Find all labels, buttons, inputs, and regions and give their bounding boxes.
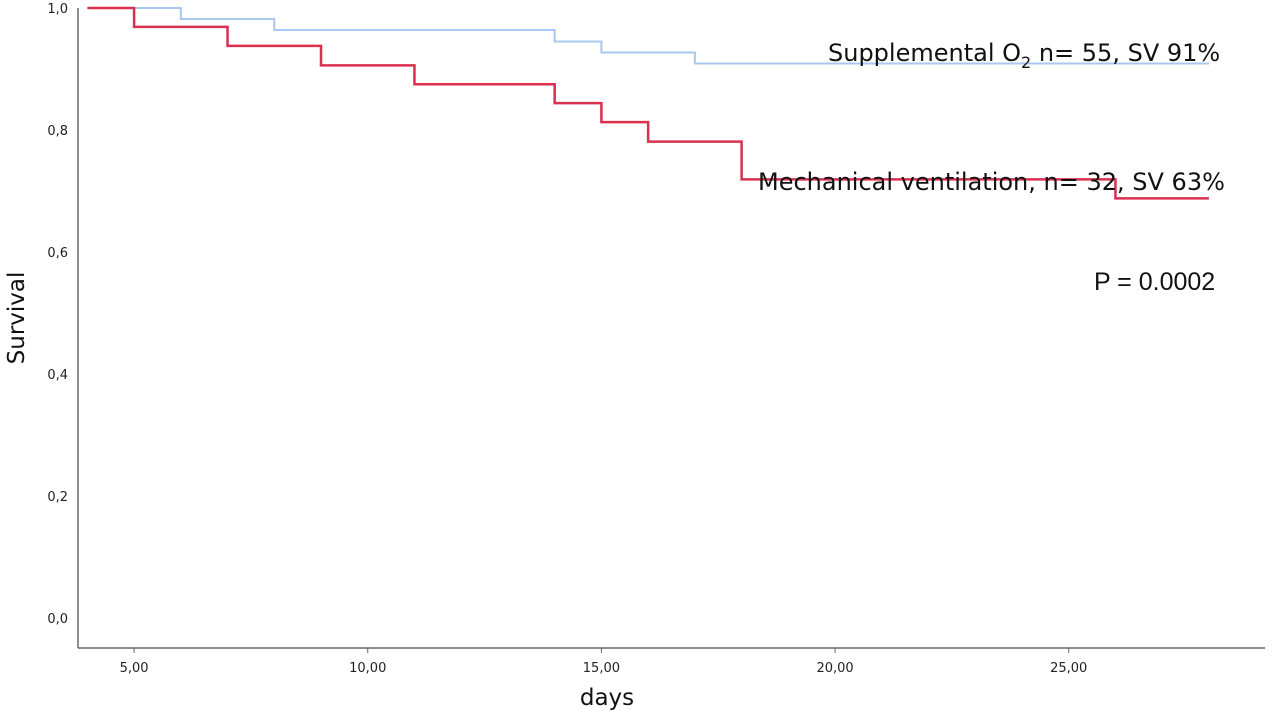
x-tick-label: 20,00 <box>816 661 853 676</box>
y-tick-label: 0,0 <box>47 612 68 627</box>
survival-line-supplemental-o2 <box>87 7 1209 65</box>
annotation-supplemental-prefix: Supplemental O <box>828 39 1021 67</box>
x-tick-label: 25,00 <box>1050 661 1087 676</box>
annotation-mechanical-ventilation: Mechanical ventilation, n= 32, SV 63% <box>758 168 1225 196</box>
annotation-supplemental-subscript: 2 <box>1021 53 1031 72</box>
survival-line-mechanical-ventilation <box>87 6 1209 200</box>
y-tick-label: 0,6 <box>47 246 68 261</box>
annotation-p-value: P = 0.0002 <box>1094 268 1215 296</box>
x-tick-label: 10,00 <box>349 661 386 676</box>
x-axis-title: days <box>580 685 634 711</box>
annotation-supplemental-suffix: n= 55, SV 91% <box>1031 39 1220 67</box>
x-tick-label: 15,00 <box>583 661 620 676</box>
tick-group: 5,00 10,00 15,00 20,00 25,00 0,0 0,2 0,4 0,6 0,8 1… <box>47 2 1087 676</box>
x-tick-label: 5,00 <box>120 661 149 676</box>
y-axis-title: Survival <box>4 272 30 365</box>
series-group <box>87 6 1209 200</box>
y-tick-label: 0,2 <box>47 490 68 505</box>
y-tick-label: 1,0 <box>47 2 68 17</box>
annotation-supplemental-o2: Supplemental O2 n= 55, SV 91% <box>828 39 1220 72</box>
y-tick-label: 0,8 <box>47 124 68 139</box>
y-tick-label: 0,4 <box>47 368 68 383</box>
axes <box>77 8 1265 649</box>
